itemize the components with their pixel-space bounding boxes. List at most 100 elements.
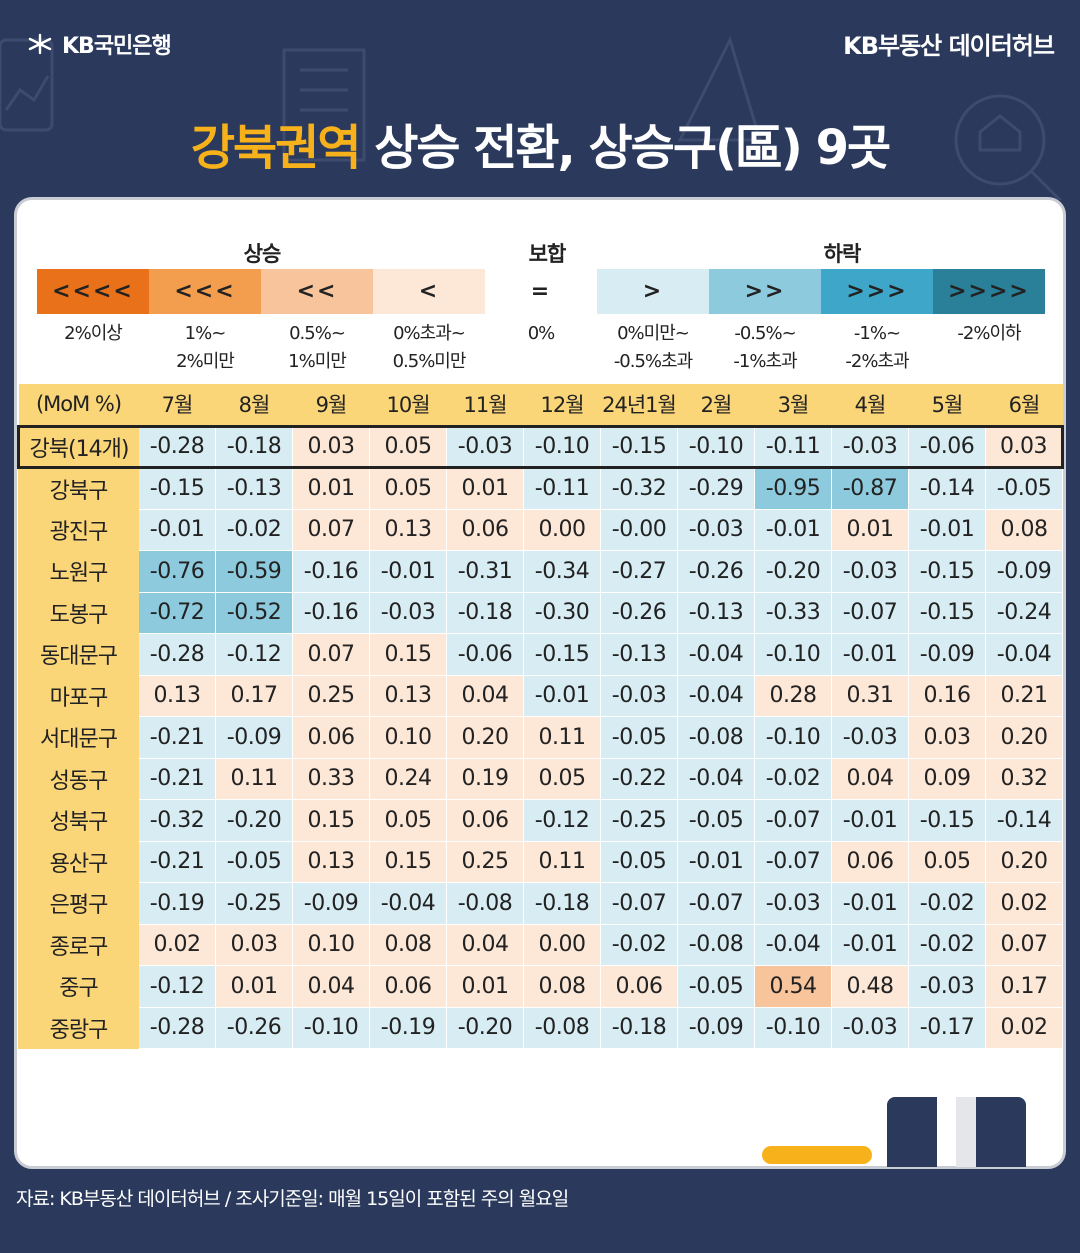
row-label: 성동구 bbox=[18, 757, 139, 800]
legend-label: -2%이하 bbox=[933, 320, 1045, 348]
summary-row: 강북(14개) -0.28 -0.18 0.03 0.05 -0.03 -0.10 -0.15… bbox=[17, 424, 1064, 469]
value-cell: 0.25 bbox=[292, 674, 370, 717]
value-cell: -0.17 bbox=[908, 1006, 986, 1049]
legend-label-line: 2%미만 bbox=[176, 351, 235, 372]
legend-label-line: -0.5%~ bbox=[734, 323, 796, 344]
value-cell: 0.28 bbox=[754, 674, 832, 717]
legend-swatch: > bbox=[597, 269, 709, 314]
value-cell: -0.10 bbox=[754, 1006, 832, 1049]
value-cell: -0.22 bbox=[600, 757, 678, 800]
value-cell: -0.09 bbox=[292, 882, 370, 925]
column-header: 5월 bbox=[908, 384, 986, 427]
table-row: 종로구 0.02 0.03 0.10 0.08 0.04 0.00 -0.02 -0.08 -0.… bbox=[18, 923, 1063, 966]
value-cell: -0.52 bbox=[215, 591, 293, 634]
value-cell: -0.01 bbox=[831, 882, 909, 925]
value-cell: -0.05 bbox=[600, 716, 678, 759]
value-cell: 0.24 bbox=[369, 757, 447, 800]
table-row: 동대문구 -0.28 -0.12 0.07 0.15 -0.06 -0.15 -0.13 -0.… bbox=[18, 633, 1063, 676]
value-cell: -0.25 bbox=[600, 799, 678, 842]
value-cell: -0.15 bbox=[908, 550, 986, 593]
value-cell: -0.09 bbox=[677, 1006, 755, 1049]
legend-label: 0.5%~ 1%미만 bbox=[261, 320, 373, 376]
value-cell: 0.25 bbox=[446, 840, 524, 883]
row-label: 용산구 bbox=[18, 840, 139, 883]
table-row: 강북구 -0.15 -0.13 0.01 0.05 0.01 -0.11 -0.32 -0.29… bbox=[18, 467, 1063, 510]
value-cell: -0.04 bbox=[985, 633, 1063, 676]
title-highlight: 강북권역 bbox=[190, 120, 362, 176]
value-cell: -0.02 bbox=[908, 882, 986, 925]
legend-swatch: >>>> bbox=[933, 269, 1045, 314]
legend-swatch: <<< bbox=[149, 269, 261, 314]
value-cell: 0.11 bbox=[523, 840, 601, 883]
value-cell: -0.02 bbox=[600, 923, 678, 966]
legend-label-line: 0.5%~ bbox=[289, 323, 346, 344]
value-cell: -0.03 bbox=[908, 965, 986, 1008]
value-cell: -0.24 bbox=[985, 591, 1063, 634]
value-cell: -0.13 bbox=[677, 591, 755, 634]
value-cell: -0.08 bbox=[677, 716, 755, 759]
value-cell: -0.20 bbox=[215, 799, 293, 842]
legend-label-line: 0%미만~ bbox=[617, 323, 690, 344]
value-cell: 0.06 bbox=[831, 840, 909, 883]
value-cell: -0.20 bbox=[754, 550, 832, 593]
value-cell: -0.11 bbox=[523, 467, 601, 510]
legend-swatch: = bbox=[485, 269, 597, 314]
value-cell: 0.02 bbox=[985, 882, 1063, 925]
value-cell: -0.03 bbox=[369, 591, 447, 634]
value-cell: 0.10 bbox=[369, 716, 447, 759]
row-label: 동대문구 bbox=[18, 633, 139, 676]
row-label: 강북(14개) bbox=[17, 424, 139, 469]
legend-swatch: >>> bbox=[821, 269, 933, 314]
value-cell: 0.04 bbox=[831, 757, 909, 800]
value-cell: -0.04 bbox=[677, 757, 755, 800]
value-cell: -0.09 bbox=[985, 550, 1063, 593]
legend-label: 0%초과~ 0.5%미만 bbox=[373, 320, 485, 376]
source-note: 자료: KB부동산 데이터허브 / 조사기준일: 매월 15일이 포함된 주의 … bbox=[16, 1188, 569, 1210]
table-row: 은평구 -0.19 -0.25 -0.09 -0.04 -0.08 -0.18 -0.07 -0… bbox=[18, 882, 1063, 925]
value-cell: -0.11 bbox=[754, 424, 832, 469]
value-cell: -0.25 bbox=[215, 882, 293, 925]
value-cell: -0.01 bbox=[831, 923, 909, 966]
decorative-block bbox=[887, 1097, 937, 1167]
value-cell: -0.06 bbox=[908, 424, 986, 469]
legend-label-line: 1%미만 bbox=[288, 351, 347, 372]
value-cell: 0.03 bbox=[985, 424, 1064, 469]
value-cell: 0.01 bbox=[831, 508, 909, 551]
value-cell: -0.16 bbox=[292, 550, 370, 593]
value-cell: -0.12 bbox=[215, 633, 293, 676]
value-cell: -0.87 bbox=[831, 467, 909, 510]
value-cell: -0.14 bbox=[908, 467, 986, 510]
value-cell: -0.12 bbox=[523, 799, 601, 842]
value-cell: 0.05 bbox=[908, 840, 986, 883]
value-cell: 0.13 bbox=[138, 674, 216, 717]
value-cell: -0.29 bbox=[677, 467, 755, 510]
value-cell: 0.15 bbox=[369, 840, 447, 883]
legend-label: 2%이상 bbox=[37, 320, 149, 348]
value-cell: -0.08 bbox=[523, 1006, 601, 1049]
row-label: 서대문구 bbox=[18, 716, 139, 759]
value-cell: 0.13 bbox=[369, 674, 447, 717]
decorative-block bbox=[976, 1097, 1026, 1167]
legend-swatch: <<<< bbox=[37, 269, 149, 314]
value-cell: -0.09 bbox=[908, 633, 986, 676]
value-cell: -0.01 bbox=[831, 799, 909, 842]
table-row: 노원구 -0.76 -0.59 -0.16 -0.01 -0.31 -0.34 -0.27 -0… bbox=[18, 550, 1063, 593]
value-cell: -0.10 bbox=[677, 424, 755, 469]
value-cell: -0.00 bbox=[600, 508, 678, 551]
value-cell: -0.18 bbox=[215, 424, 293, 469]
value-cell: -0.26 bbox=[215, 1006, 293, 1049]
legend-group-flat: 보합 bbox=[528, 242, 567, 266]
column-header: 4월 bbox=[831, 384, 909, 427]
value-cell: 0.11 bbox=[523, 716, 601, 759]
value-cell: -0.16 bbox=[292, 591, 370, 634]
table-row: 성북구 -0.32 -0.20 0.15 0.05 0.06 -0.12 -0.25 -0.05… bbox=[18, 799, 1063, 842]
value-cell: 0.01 bbox=[446, 467, 524, 510]
value-cell: 0.08 bbox=[985, 508, 1063, 551]
value-cell: -0.04 bbox=[677, 633, 755, 676]
legend-swatch: < bbox=[373, 269, 485, 314]
value-cell: 0.17 bbox=[985, 965, 1063, 1008]
legend-swatch: >> bbox=[709, 269, 821, 314]
value-cell: 0.07 bbox=[985, 923, 1063, 966]
row-label: 은평구 bbox=[18, 882, 139, 925]
legend-label: -0.5%~ -1%초과 bbox=[709, 320, 821, 376]
